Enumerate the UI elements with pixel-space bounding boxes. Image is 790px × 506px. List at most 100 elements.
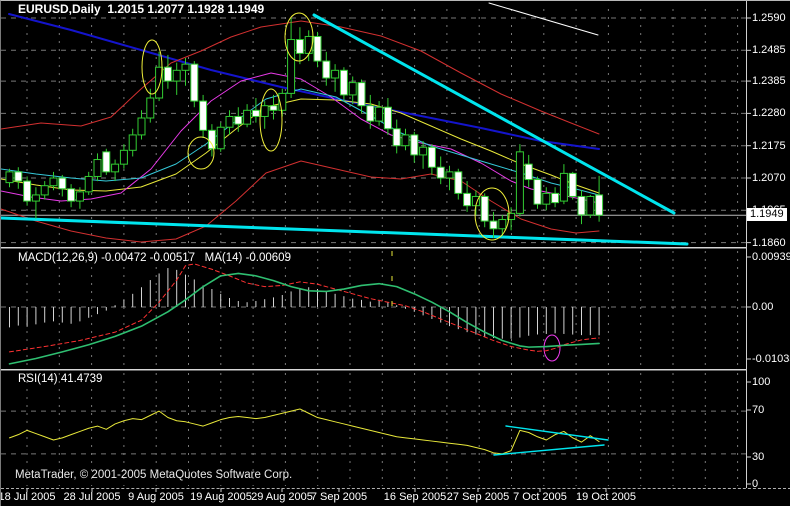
candle-bear — [102, 151, 111, 173]
ohlc-values: 1.2015 1.2077 1.1928 1.1949 — [107, 2, 265, 16]
candle-bull — [586, 195, 595, 216]
time-axis-label: 28 Jul 2005 — [63, 491, 121, 503]
pane-separator-macd[interactable] — [1, 247, 747, 249]
candle-bear — [551, 192, 560, 204]
candle-bull — [146, 97, 155, 119]
candle-bear — [524, 163, 533, 181]
candle-bear — [366, 105, 375, 122]
macd-indicator-label: MACD(12,26,9) -0.00472 -0.00517 MA(14) -… — [18, 252, 291, 264]
bollinger-upper — [1, 20, 600, 135]
candle-bear — [313, 35, 322, 62]
candle-bull — [216, 126, 225, 150]
current-price-label: 1.1949 — [747, 208, 787, 222]
candle-bull — [498, 219, 507, 230]
candle-bear — [427, 146, 436, 168]
candle-bear — [251, 109, 260, 117]
candle-bull — [419, 146, 428, 156]
ellipse-late-aug — [259, 88, 283, 152]
candle-bear — [480, 195, 489, 222]
candle-bull — [243, 109, 252, 125]
symbol-period-label: EURUSD,Daily — [18, 2, 101, 16]
candle-bear — [199, 100, 208, 131]
price-axis-label: 1.2175 — [752, 139, 786, 152]
price-axis-label: 1.2280 — [752, 107, 786, 120]
candle-bull — [49, 177, 58, 187]
candle-bear — [436, 166, 445, 179]
time-axis-label: 18 Jul 2005 — [0, 491, 56, 503]
ellipse-oct-low — [474, 187, 510, 241]
ellipse-macd-turn — [543, 334, 561, 362]
candle-bull — [278, 92, 287, 111]
rsi-line — [9, 408, 600, 455]
price-axis-label: 1.2070 — [752, 172, 786, 184]
candle-bear — [322, 60, 331, 79]
candle-bear — [339, 69, 348, 96]
time-axis-label: 16 Sep 2005 — [383, 491, 447, 503]
main-overlays — [1, 2, 689, 246]
time-axis-label: 7 Sep 2005 — [310, 491, 368, 503]
candle-bull — [155, 66, 164, 99]
time-axis-label: 29 Aug 2005 — [251, 491, 313, 503]
macd-label: MACD(12,26,9) -0.00472 -0.00517 — [18, 252, 196, 264]
candle-bear — [577, 195, 586, 216]
candle-bear — [23, 180, 32, 202]
macd-axis-label: -0.01035 — [752, 353, 790, 365]
candle-bull — [401, 134, 410, 147]
candle-bull — [348, 82, 357, 96]
candle-bull — [542, 192, 551, 205]
macd-ma-label: MA(14) -0.00609 — [204, 252, 291, 264]
candle-bear — [489, 220, 498, 230]
candle-bear — [568, 172, 577, 197]
candle-bear — [67, 188, 76, 202]
rsi-axis-label: 30 — [752, 451, 765, 463]
macd-signal-line — [9, 263, 600, 353]
ellipse-aug-peak — [141, 39, 163, 95]
price-axis-label: 1.2590 — [752, 12, 786, 24]
candle-bull — [137, 117, 146, 136]
candle-bear — [58, 177, 67, 190]
macd-pane — [8, 251, 600, 365]
candle-bull — [225, 115, 234, 128]
price-axis-label: 1.1860 — [752, 236, 786, 249]
candle-bull — [128, 134, 137, 151]
downtrend-line — [312, 13, 676, 215]
price-axis-line — [746, 1, 747, 488]
rsi-pane — [9, 408, 609, 456]
candle-bull — [40, 185, 49, 196]
bollinger-lower — [1, 160, 600, 243]
time-axis-label: 19 Aug 2005 — [190, 491, 252, 503]
candle-bull — [119, 149, 128, 165]
candle-bear — [454, 171, 463, 194]
rsi-indicator-label: RSI(14) 41.4739 — [18, 373, 103, 385]
time-axis-label: 7 Oct 2005 — [513, 491, 567, 503]
candle-bull — [181, 63, 190, 71]
rsi-axis-label: 0 — [752, 478, 759, 490]
candle-bear — [383, 106, 392, 130]
white-trendline — [488, 2, 599, 36]
pane-separator-rsi[interactable] — [1, 369, 747, 371]
grid — [1, 9, 746, 486]
copyright-label: MetaTrader, © 2001-2005 MetaQuotes Softw… — [15, 469, 293, 481]
candle-bull — [93, 159, 102, 177]
price-axis-label: 1.2485 — [752, 44, 786, 57]
candle-bull — [31, 194, 40, 202]
macd-axis-label: 0.00939 — [752, 251, 790, 263]
support-line — [1, 216, 689, 246]
candle-bull — [375, 106, 384, 122]
candle-bull — [111, 163, 120, 173]
candle-bear — [163, 66, 172, 82]
rsi-axis-label: 100 — [752, 376, 771, 388]
candle-bull — [75, 191, 84, 202]
candle-bear — [269, 105, 278, 111]
candle-bull — [507, 212, 516, 221]
candle-bear — [463, 192, 472, 207]
ma-blue-long — [8, 13, 600, 150]
candle-bull — [84, 175, 93, 193]
candle-bull — [287, 39, 296, 94]
ellipse-aug-dip — [187, 136, 215, 170]
candle-bull — [5, 171, 14, 184]
candle-bull — [331, 69, 340, 79]
rsi-wedge-lower — [493, 444, 605, 456]
rsi-wedge-upper — [505, 425, 609, 441]
